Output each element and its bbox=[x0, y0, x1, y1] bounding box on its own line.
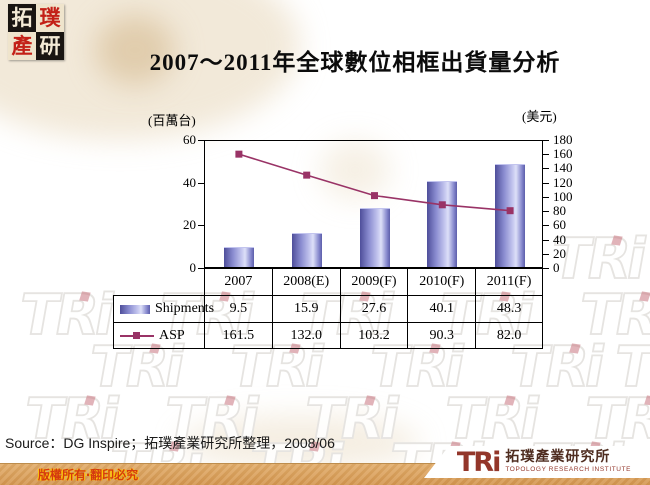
left-axis-tick-mark bbox=[198, 225, 204, 227]
legend-asp-label: ASP bbox=[159, 327, 185, 343]
right-axis-tick-label: 140 bbox=[553, 160, 573, 176]
right-axis-tick-mark bbox=[543, 268, 549, 269]
right-axis-tick-mark bbox=[543, 154, 549, 156]
shipments-bar-2009(F) bbox=[359, 208, 390, 267]
right-axis-tick-label: 60 bbox=[553, 217, 566, 233]
table-cell: 9.5 bbox=[204, 295, 272, 322]
shipments-bar-2010(F) bbox=[427, 181, 458, 267]
table-cell: 48.3 bbox=[475, 295, 543, 322]
asp-marker-2008(E) bbox=[303, 171, 311, 179]
right-axis-tick-label: 180 bbox=[553, 132, 573, 147]
table-cell: 82.0 bbox=[475, 322, 543, 349]
table-cell: 103.2 bbox=[339, 322, 408, 349]
right-axis-tick-label: 40 bbox=[553, 231, 566, 247]
asp-line-series bbox=[235, 150, 514, 215]
shipments-bar-swatch-icon bbox=[120, 304, 150, 314]
year-header: 2007 bbox=[204, 268, 272, 295]
legend-shipments-label: Shipments bbox=[155, 301, 215, 316]
seal-char: 璞 bbox=[36, 4, 64, 32]
left-axis-tick-mark bbox=[198, 268, 204, 269]
right-axis-tick-label: 80 bbox=[553, 203, 566, 219]
seal-char: 產 bbox=[8, 32, 36, 60]
plot-area bbox=[204, 140, 543, 268]
year-header: 2010(F) bbox=[407, 268, 476, 295]
table-cell: 132.0 bbox=[271, 322, 340, 349]
left-axis-tick-label: 0 bbox=[189, 260, 197, 275]
right-axis-tick-label: 120 bbox=[553, 174, 573, 190]
right-axis-tick-mark bbox=[543, 211, 549, 213]
table-cell: 161.5 bbox=[204, 322, 272, 349]
left-axis-tick-mark bbox=[198, 140, 204, 141]
tri-logotype: TRi bbox=[456, 446, 501, 478]
right-axis-title: (美元) bbox=[522, 109, 557, 124]
year-header: 2008(E) bbox=[271, 268, 340, 295]
table-cell: 90.3 bbox=[407, 322, 476, 349]
year-header: 2009(F) bbox=[339, 268, 408, 295]
data-table: 2007 2008(E) 2009(F) 2010(F) 2011(F) Shi… bbox=[113, 268, 543, 349]
table-cell: 27.6 bbox=[339, 295, 408, 322]
right-axis-tick-label: 100 bbox=[553, 188, 573, 204]
table-cell: 40.1 bbox=[407, 295, 476, 322]
copyright-text: 版權所有‧翻印必究 bbox=[38, 468, 139, 482]
right-axis-tick-mark bbox=[543, 225, 549, 227]
legend-shipments: Shipments bbox=[113, 295, 214, 322]
right-axis-tick-mark bbox=[543, 168, 549, 170]
shipments-bar-2011(F) bbox=[495, 163, 526, 267]
shipments-bar-2007 bbox=[223, 246, 254, 267]
asp-marker-2007 bbox=[235, 150, 243, 158]
table-corner-spacer bbox=[113, 268, 204, 295]
shipments-bar-2008(E) bbox=[291, 233, 322, 267]
tri-seal-logo: 拓 璞 產 研 bbox=[8, 4, 64, 60]
right-axis-tick-label: 20 bbox=[553, 245, 566, 261]
left-axis-tick-label: 20 bbox=[183, 217, 196, 233]
asp-line-swatch-icon bbox=[120, 331, 154, 339]
table-cell: 15.9 bbox=[271, 295, 340, 322]
org-name-chinese: 拓璞產業研究所 bbox=[505, 449, 611, 465]
slide-title: 2007～2011年全球數位相框出貨量分析 bbox=[149, 50, 561, 76]
asp-marker-2009(F) bbox=[371, 192, 378, 200]
asp-marker-2010(F) bbox=[438, 201, 446, 209]
year-header: 2011(F) bbox=[475, 268, 543, 295]
source-note: Source：DG Inspire；拓璞產業研究所整理，2008/06 bbox=[5, 435, 335, 451]
left-axis-tick-label: 60 bbox=[183, 132, 196, 147]
legend-asp: ASP bbox=[113, 322, 204, 349]
right-axis-tick-mark bbox=[543, 239, 549, 241]
seal-char: 研 bbox=[36, 32, 64, 60]
org-name-english: TOPOLOGY RESEARCH INSTITUTE bbox=[505, 465, 632, 473]
right-axis-tick-mark bbox=[543, 182, 549, 184]
right-axis-tick-mark bbox=[543, 196, 549, 198]
right-axis-tick-label: 0 bbox=[553, 260, 560, 275]
right-axis-tick-mark bbox=[543, 140, 549, 141]
right-axis-tick-label: 160 bbox=[553, 146, 573, 162]
left-axis-tick-mark bbox=[198, 182, 204, 184]
seal-char: 拓 bbox=[8, 4, 36, 32]
tri-footer-logo: TRi 拓璞產業研究所 TOPOLOGY RESEARCH INSTITUTE bbox=[424, 446, 650, 478]
left-axis-title: (百萬台) bbox=[148, 113, 196, 128]
asp-marker-2011(F) bbox=[506, 207, 514, 215]
left-axis-tick-label: 40 bbox=[183, 174, 196, 190]
right-axis-tick-mark bbox=[543, 253, 549, 255]
